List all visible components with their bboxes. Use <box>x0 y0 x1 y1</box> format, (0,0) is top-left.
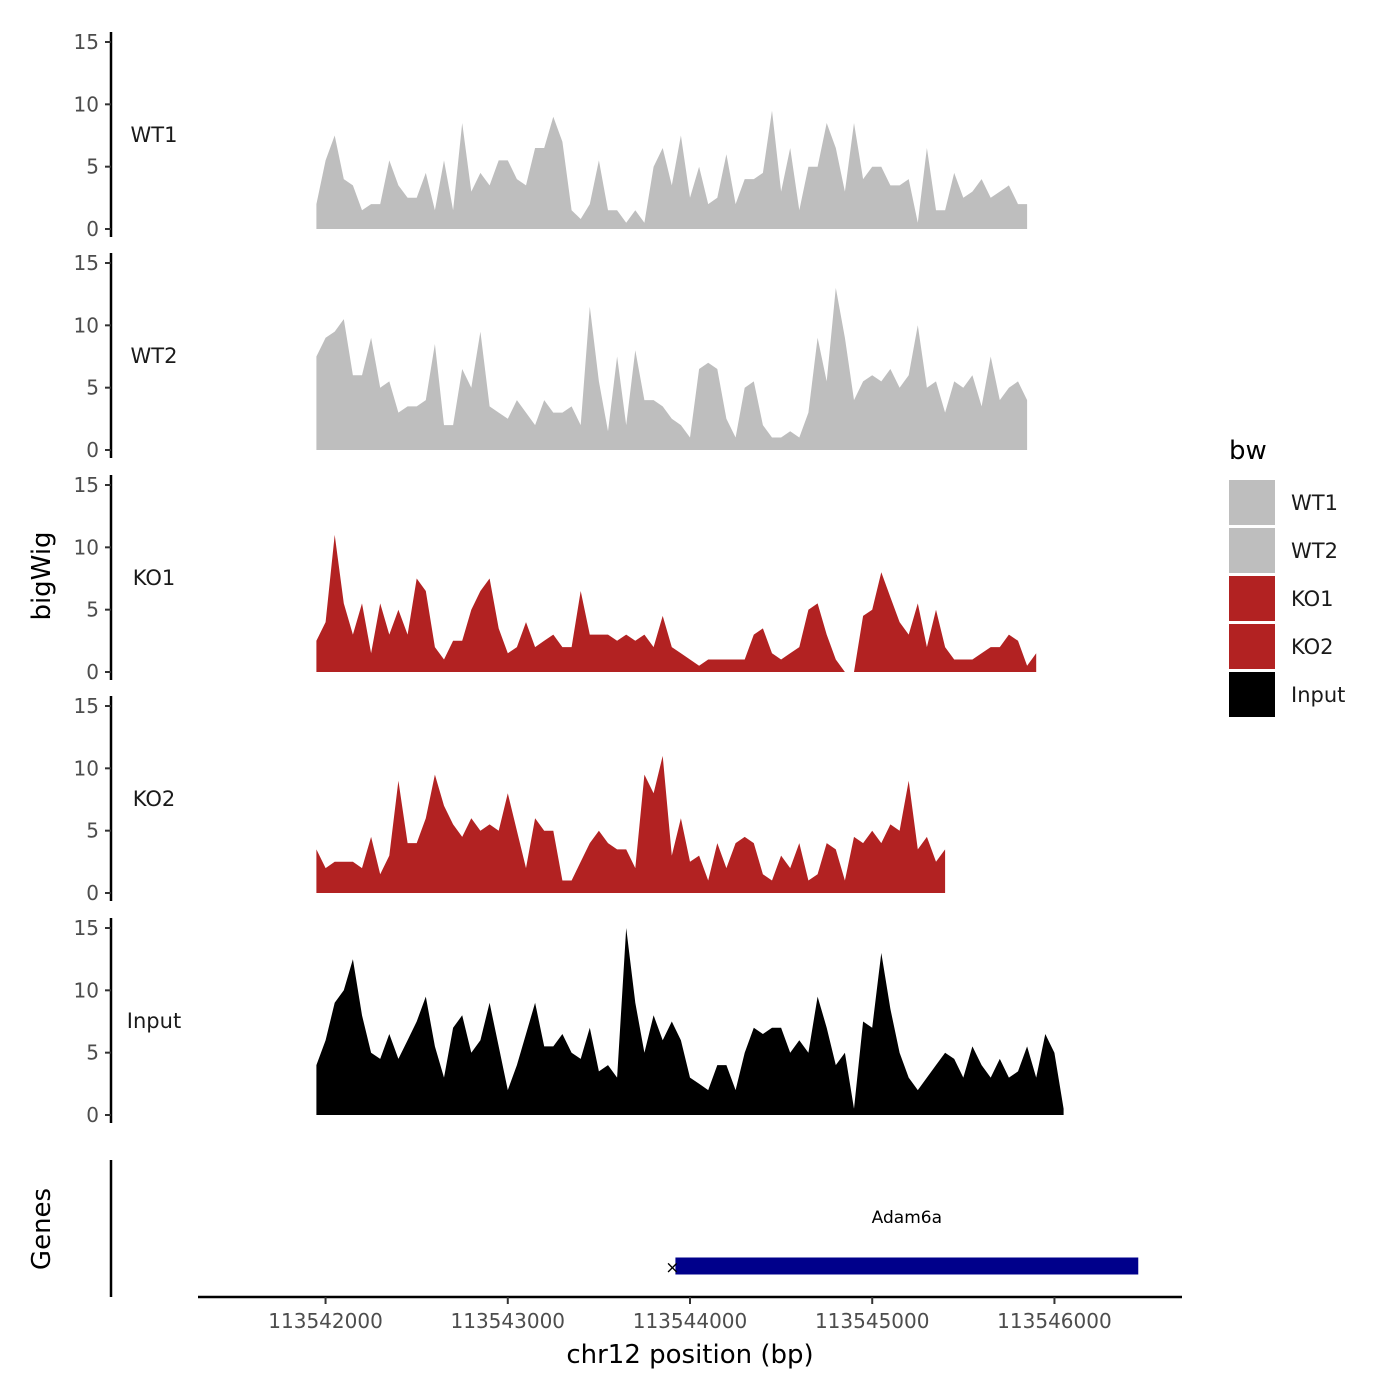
y-tick-label: 10 <box>74 92 99 116</box>
legend-swatch-input <box>1229 672 1275 717</box>
track-label: WT1 <box>131 123 178 147</box>
track-label: KO2 <box>133 787 176 811</box>
track-panels: 0 5 10 15 WT1 0 5 10 15 WT2 0 5 10 15 KO1 0 5 10 15 KO2 0 5 10… <box>74 30 1064 1127</box>
legend-label: KO2 <box>1291 635 1334 659</box>
track-label: WT2 <box>131 344 178 368</box>
y-tick-label: 5 <box>86 155 99 179</box>
legend-label: KO1 <box>1291 587 1334 611</box>
y-tick-label: 0 <box>86 1103 99 1127</box>
y-tick-label: 0 <box>86 217 99 241</box>
y-tick-label: 5 <box>86 376 99 400</box>
y-tick-label: 10 <box>74 313 99 337</box>
gene-label: Adam6a <box>872 1208 942 1228</box>
panel-wt1: 0 5 10 15 WT1 <box>74 30 1028 241</box>
track-label: KO1 <box>133 566 176 590</box>
y-axis-title: bigWig <box>27 531 57 620</box>
gene-strand-marker: × <box>665 1258 679 1278</box>
x-tick-label: 113544000 <box>633 1309 748 1333</box>
legend-swatch-ko1 <box>1229 576 1275 621</box>
track-label: Input <box>127 1009 181 1033</box>
panel-input: 0 5 10 15 Input <box>74 916 1064 1127</box>
x-tick-label: 113543000 <box>451 1309 566 1333</box>
panel-ko2: 0 5 10 15 KO2 <box>74 694 946 905</box>
y-tick-label: 0 <box>86 881 99 905</box>
series-area-ko2 <box>316 755 946 893</box>
legend-title: bw <box>1229 436 1267 466</box>
legend-label: WT2 <box>1291 539 1338 563</box>
series-area-wt2 <box>316 287 1028 450</box>
legend-swatch-wt1 <box>1229 480 1275 525</box>
series-area-wt1 <box>316 110 1028 229</box>
series-area-ko1 <box>316 534 1037 672</box>
x-tick-label: 113542000 <box>268 1309 383 1333</box>
y-tick-label: 15 <box>74 694 99 718</box>
genes-panel: × Adam6a <box>109 1160 1139 1297</box>
y-tick-label: 15 <box>74 916 99 940</box>
series-area-input <box>316 928 1064 1115</box>
y-tick-label: 10 <box>74 535 99 559</box>
y-tick-label: 0 <box>86 660 99 684</box>
y-tick-label: 10 <box>74 978 99 1002</box>
panel-ko1: 0 5 10 15 KO1 <box>74 473 1037 684</box>
x-tick-label: 113545000 <box>815 1309 930 1333</box>
legend: bw WT1 WT2 KO1 KO2 Input <box>1229 436 1345 717</box>
y-tick-label: 5 <box>86 598 99 622</box>
y-tick-label: 15 <box>74 251 99 275</box>
x-axis-title: chr12 position (bp) <box>566 1340 813 1370</box>
x-tick-label: 113546000 <box>997 1309 1112 1333</box>
y-tick-label: 15 <box>74 473 99 497</box>
x-axis: 113542000 113543000 113544000 113545000 1135… <box>198 1295 1182 1333</box>
y-tick-label: 15 <box>74 30 99 54</box>
genes-axis-title: Genes <box>27 1188 57 1270</box>
legend-swatch-wt2 <box>1229 528 1275 573</box>
y-tick-label: 5 <box>86 1041 99 1065</box>
legend-label: WT1 <box>1291 491 1338 515</box>
legend-label: Input <box>1291 683 1345 707</box>
panel-wt2: 0 5 10 15 WT2 <box>74 251 1028 462</box>
y-tick-label: 10 <box>74 756 99 780</box>
legend-swatch-ko2 <box>1229 624 1275 669</box>
y-tick-label: 5 <box>86 819 99 843</box>
y-tick-label: 0 <box>86 438 99 462</box>
